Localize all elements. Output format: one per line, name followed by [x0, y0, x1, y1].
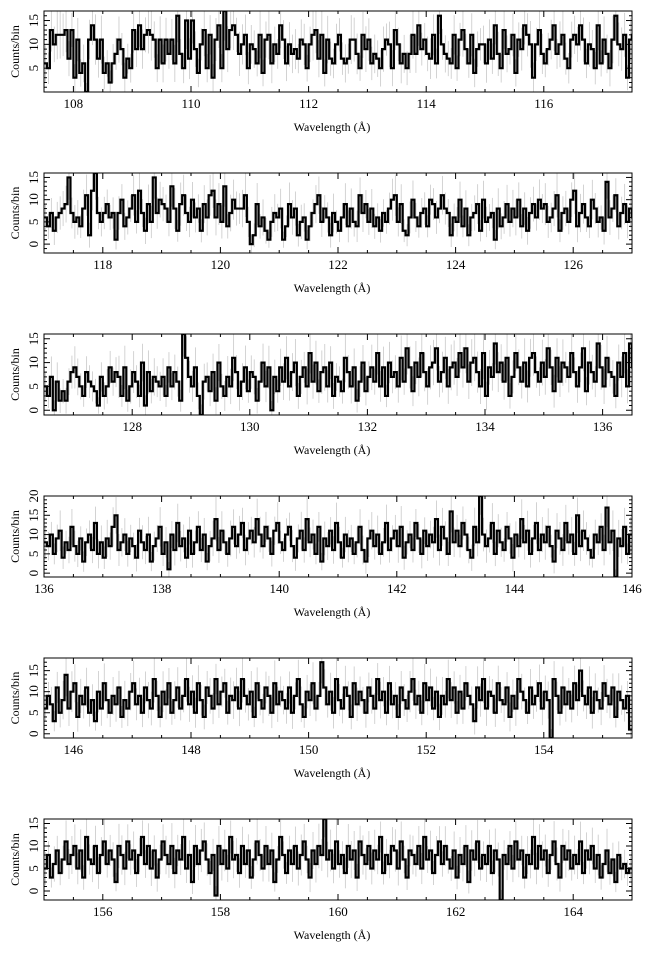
- x-tick-label: 144: [505, 581, 525, 596]
- x-axis-label: Wavelength (Å): [294, 443, 371, 457]
- x-tick-label: 122: [328, 257, 348, 272]
- x-tick-label: 136: [593, 419, 613, 434]
- x-tick-label: 134: [475, 419, 495, 434]
- histogram-line: [44, 661, 632, 738]
- spectrum-panel-1: 108 110 112 114 116 5 10 15 Wavelength (Å) Counts…: [8, 10, 633, 134]
- y-tick-label: 10: [26, 528, 41, 541]
- y-tick-label: 15: [26, 509, 41, 522]
- x-tick-label: 154: [534, 742, 554, 757]
- x-tick-label: 152: [416, 742, 436, 757]
- x-tick-label: 156: [93, 904, 113, 919]
- y-tick-label: 0: [26, 888, 41, 895]
- plot-area: [44, 11, 632, 92]
- y-axis-label: Counts/bin: [8, 510, 22, 563]
- x-tick-label: 160: [328, 904, 348, 919]
- y-tick-label: 5: [26, 65, 41, 72]
- y-axis-label: Counts/bin: [8, 672, 22, 725]
- y-tick-label: 5: [26, 551, 41, 558]
- y-tick-label: 10: [26, 685, 41, 698]
- y-tick-label: 0: [26, 407, 41, 414]
- x-tick-label: 140: [269, 581, 289, 596]
- y-tick-label: 15: [26, 817, 41, 830]
- y-tick-label: 0: [26, 241, 41, 248]
- plot-area: [44, 819, 632, 900]
- spectrum-panel-2: 118 120 122 124 126 0 5 10 15 Wavelength (Å) Count…: [8, 171, 633, 295]
- y-tick-label: 0: [26, 570, 41, 577]
- x-tick-label: 124: [446, 257, 466, 272]
- y-tick-label: 15: [26, 14, 41, 27]
- spectrum-panel-4: 136 138 140 142 144 146 0 5 10 15 20 Wavelength (Å)…: [8, 490, 642, 620]
- x-tick-label: 138: [152, 581, 172, 596]
- y-tick-label: 5: [26, 383, 41, 390]
- x-tick-label: 116: [534, 96, 554, 111]
- x-tick-label: 164: [563, 904, 583, 919]
- x-tick-label: 130: [240, 419, 260, 434]
- histogram-line: [44, 819, 632, 900]
- plot-frame: [43, 172, 633, 254]
- x-tick-label: 150: [299, 742, 319, 757]
- y-tick-label: 10: [26, 193, 41, 206]
- plot-area: [44, 334, 632, 415]
- x-axis-label: Wavelength (Å): [294, 928, 371, 942]
- y-tick-label: 10: [26, 356, 41, 369]
- y-tick-label: 15: [26, 332, 41, 345]
- x-axis-label: Wavelength (Å): [294, 281, 371, 295]
- y-tick-label: 20: [26, 490, 41, 503]
- x-tick-label: 108: [64, 96, 84, 111]
- y-tick-label: 10: [26, 38, 41, 51]
- histogram-line: [44, 496, 632, 577]
- x-tick-label: 132: [358, 419, 378, 434]
- y-axis-label: Counts/bin: [8, 187, 22, 240]
- x-axis-label: Wavelength (Å): [294, 120, 371, 134]
- y-tick-label: 5: [26, 709, 41, 716]
- histogram-line: [44, 334, 632, 415]
- y-axis-label: Counts/bin: [8, 833, 22, 886]
- x-tick-label: 148: [181, 742, 201, 757]
- x-tick-label: 110: [181, 96, 200, 111]
- x-tick-label: 142: [387, 581, 407, 596]
- x-tick-label: 128: [122, 419, 142, 434]
- x-tick-label: 158: [211, 904, 231, 919]
- y-axis-label: Counts/bin: [8, 25, 22, 78]
- plot-area: [44, 496, 632, 577]
- error-bars: [45, 173, 631, 253]
- x-axis-label: Wavelength (Å): [294, 605, 371, 619]
- x-tick-label: 114: [417, 96, 437, 111]
- x-tick-label: 118: [93, 257, 112, 272]
- x-tick-label: 146: [64, 742, 84, 757]
- y-tick-label: 5: [26, 865, 41, 872]
- histogram-line: [44, 11, 632, 92]
- x-tick-label: 136: [34, 581, 54, 596]
- plot-area: [44, 173, 632, 253]
- plot-area: [44, 658, 632, 738]
- x-tick-label: 162: [446, 904, 466, 919]
- histogram-line: [44, 173, 632, 246]
- x-tick-label: 112: [299, 96, 318, 111]
- y-tick-label: 15: [26, 664, 41, 677]
- y-tick-label: 5: [26, 219, 41, 226]
- spectrum-panel-6: 156 158 160 162 164 0 5 10 15 Wavelength (Å) Count…: [8, 817, 633, 942]
- x-tick-label: 126: [563, 257, 583, 272]
- y-axis-label: Counts/bin: [8, 348, 22, 401]
- x-tick-label: 120: [211, 257, 231, 272]
- x-tick-label: 146: [622, 581, 642, 596]
- x-axis-label: Wavelength (Å): [294, 766, 371, 780]
- spectrum-panel-5: 146 148 150 152 154 0 5 10 15 Wavelength (Å) Count…: [8, 657, 633, 780]
- y-tick-label: 15: [26, 171, 41, 184]
- y-tick-label: 10: [26, 840, 41, 853]
- y-tick-label: 0: [26, 731, 41, 738]
- spectrum-panel-3: 128 130 132 134 136 0 5 10 15 Wavelength (Å) Count…: [8, 332, 633, 457]
